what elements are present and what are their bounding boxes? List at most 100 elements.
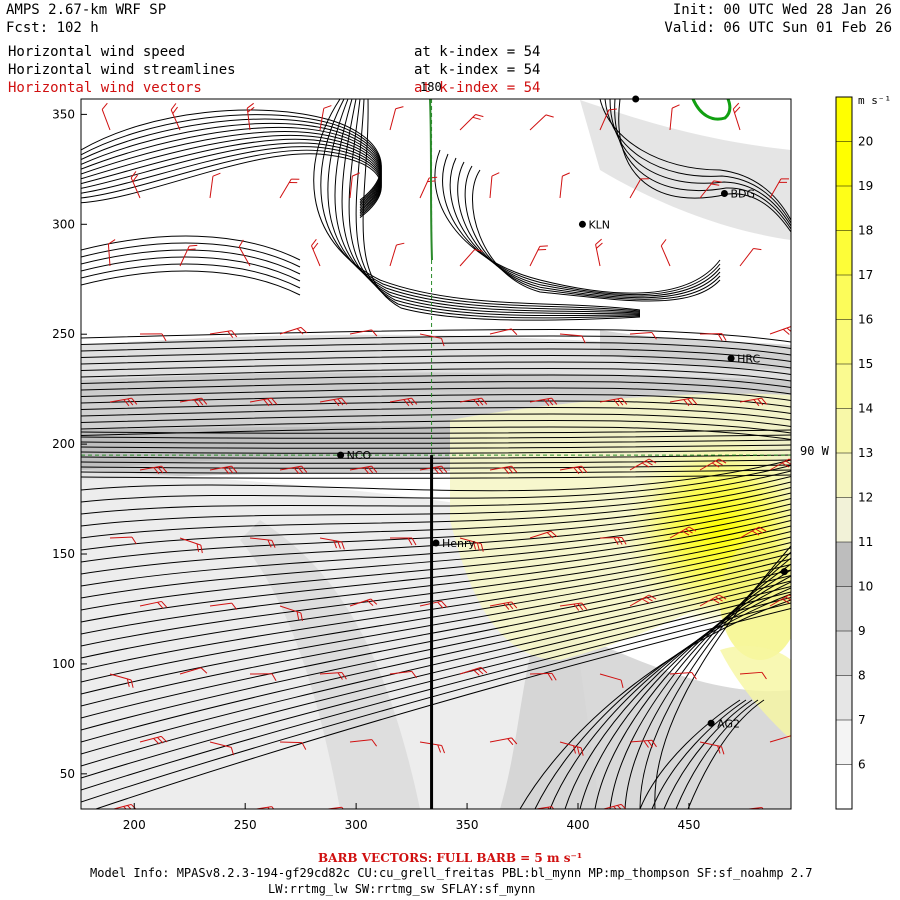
streamline	[81, 564, 791, 719]
wind-barb	[249, 537, 276, 548]
wind-barb	[595, 238, 603, 267]
streamline	[609, 99, 791, 227]
streamline	[464, 165, 721, 300]
field-name-streamlines: Horizontal wind streamlines	[8, 62, 236, 78]
streamline	[81, 361, 791, 375]
wind-barb	[389, 397, 418, 407]
wind-barb	[559, 465, 588, 475]
wind-barb	[249, 806, 278, 809]
wind-barb	[319, 105, 332, 131]
colorbar-label: 10	[858, 580, 873, 594]
y-tick-label: 150	[52, 547, 75, 561]
colorbar: 6 7 8 9 10 11 12 13 14 15 16 17 18 19 20	[835, 96, 873, 810]
wind-barb	[699, 180, 722, 199]
wind-barb	[599, 108, 617, 131]
wind-barb	[349, 739, 378, 747]
colorbar-label: 9	[858, 624, 866, 638]
streamline	[81, 465, 791, 503]
reference-lines	[81, 99, 791, 809]
wind-barb	[489, 465, 518, 475]
wind-barb	[279, 326, 308, 335]
streamline	[341, 99, 641, 315]
colorbar-swatch	[836, 720, 852, 765]
station-label: NCO	[347, 449, 372, 462]
wind-barb	[739, 248, 762, 267]
product-title: AMPS 2.67-km WRF SP	[6, 2, 167, 18]
wind-barb	[459, 666, 488, 676]
wind-barb	[769, 326, 791, 335]
streamline	[81, 547, 791, 683]
plot-frame	[80, 98, 792, 810]
streamline	[579, 575, 791, 809]
streamline	[457, 161, 721, 299]
colorbar-swatch	[836, 408, 852, 453]
streamline	[81, 328, 791, 343]
streamline	[81, 520, 791, 623]
streamline	[81, 454, 791, 459]
streamline	[639, 699, 741, 809]
streamline	[519, 599, 791, 809]
wind-barb	[559, 741, 584, 756]
station-marker	[720, 190, 728, 198]
colorbar-swatch	[836, 319, 852, 364]
streamline	[81, 387, 791, 401]
wind-barb	[459, 113, 484, 131]
wind-barb	[739, 397, 768, 407]
streamline	[81, 464, 791, 469]
wind-barb	[769, 594, 791, 607]
streamline	[81, 481, 791, 539]
field-level-streamlines: at k-index = 54	[414, 62, 541, 78]
wind-barb	[599, 536, 627, 545]
streamline	[81, 235, 301, 261]
wind-barb	[109, 397, 138, 407]
wind-barb	[101, 102, 111, 131]
wind-barb	[139, 600, 168, 609]
streamline	[81, 419, 791, 434]
wind-barb	[249, 673, 277, 681]
wind-barb	[349, 465, 378, 475]
streamline	[355, 99, 641, 319]
wind-barb	[179, 244, 198, 267]
station-marker	[780, 568, 788, 576]
streamline	[81, 492, 791, 563]
model-info: Model Info: MPASv8.2.3-194-gf29cd82c CU:…	[90, 866, 813, 880]
streamline	[81, 335, 791, 349]
colorbar-swatch	[836, 275, 852, 320]
field-level-speed: at k-index = 54	[414, 44, 541, 60]
wind-barb	[529, 245, 548, 267]
streamline	[472, 169, 721, 302]
wind-barb	[419, 333, 445, 347]
wind-barb	[529, 397, 558, 407]
wind-barb	[246, 102, 255, 131]
colorbar-label: 6	[858, 758, 866, 772]
coastline	[429, 99, 433, 261]
y-tick-label: 50	[60, 767, 75, 781]
wind-barb	[739, 671, 767, 680]
streamline	[81, 575, 791, 743]
streamline	[81, 602, 791, 803]
wind-barb	[699, 333, 727, 341]
streamline	[564, 581, 791, 809]
streamlines	[81, 99, 791, 809]
streamline	[94, 608, 791, 809]
streamline	[81, 580, 791, 755]
streamline	[81, 413, 791, 427]
wind-barb	[559, 602, 588, 611]
wind-barb	[559, 172, 570, 199]
wind-barb	[279, 605, 303, 621]
colorbar-label: 20	[858, 135, 873, 149]
streamline	[81, 469, 791, 474]
wind-barb	[629, 332, 657, 340]
station-marker	[578, 220, 586, 228]
wind-barb	[209, 465, 238, 475]
wind-barb	[107, 239, 116, 267]
wind-barb	[739, 526, 767, 539]
barb-legend: BARB VECTORS: FULL BARB = 5 m s⁻¹	[318, 851, 583, 865]
colorbar-label: 16	[858, 313, 873, 327]
wind-barb	[310, 239, 321, 267]
parallel-label: 90 W	[800, 444, 829, 458]
streamline	[313, 99, 641, 311]
wind-barb	[529, 114, 554, 131]
wind-barb	[529, 806, 558, 809]
streamline	[81, 509, 791, 599]
